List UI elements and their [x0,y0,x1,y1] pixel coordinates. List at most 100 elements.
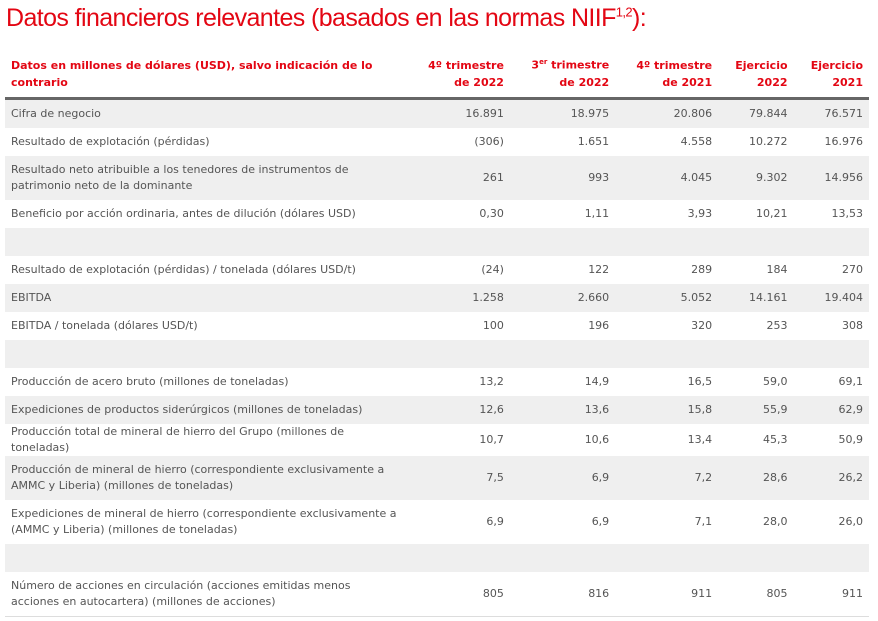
row-value: 18.975 [509,98,616,128]
row-value: 16.976 [824,135,864,148]
row-value: 184 [766,263,788,276]
table-row: Producción de mineral de hierro (corresp… [5,456,869,500]
row-value: 14.161 [718,284,794,312]
row-value [718,544,794,572]
row-value: 261 [407,156,510,200]
row-value: 10,7 [479,433,504,446]
row-value: 5.052 [615,284,719,312]
table-header: Datos en millones de dólares (USD), salv… [5,52,869,100]
spacer-row [5,340,869,368]
col-fy-2021: Ejercicio 2021 [793,52,869,100]
row-value [509,228,616,256]
row-value: 20.806 [615,98,719,128]
row-value: 50,9 [838,433,864,446]
row-value [407,544,510,572]
row-value [793,544,869,572]
row-value: 10.272 [749,135,788,148]
row-value [509,340,616,368]
row-label: Producción total de mineral de hierro de… [11,425,345,454]
row-value [793,340,869,368]
table-row: Expediciones de productos siderúrgicos (… [5,396,869,424]
table-row: Expediciones de mineral de hierro (corre… [5,500,869,544]
col-q4-2022: 4º trimestre de 2022 [407,52,510,100]
row-value: 69,1 [838,375,864,388]
row-value: 4.558 [680,135,713,148]
title-footnote: 1,2 [615,4,633,20]
row-value: 100 [482,319,504,332]
row-value: 12,6 [407,396,510,424]
col-fy-2022: Ejercicio 2022 [718,52,794,100]
row-value: 76.571 [793,98,869,128]
row-value: 10,6 [584,433,610,446]
row-label: Resultado de explotación (pérdidas) [11,135,210,148]
table-row: Beneficio por acción ordinaria, antes de… [5,200,869,228]
row-value: 1.258 [407,284,510,312]
title-text: Datos financieros relevantes (basados en… [6,4,616,32]
table-row: Producción total de mineral de hierro de… [5,424,869,456]
row-value: 13,2 [479,375,504,388]
spacer-row [5,544,869,572]
row-value: 45,3 [763,433,788,446]
row-value: 805 [718,572,794,617]
row-value: 805 [407,572,510,617]
row-value: 55,9 [718,396,794,424]
row-value: 270 [842,263,863,276]
row-value: 16.891 [407,98,510,128]
row-value: 16,5 [687,375,713,388]
row-value: (24) [481,263,504,276]
row-value [718,340,794,368]
row-value [407,340,510,368]
row-value: 28,6 [718,456,794,500]
col-q4-2021: 4º trimestre de 2021 [615,52,719,100]
row-label: Expediciones de productos siderúrgicos (… [5,396,407,424]
row-label: Resultado neto atribuible a los tenedore… [5,156,407,200]
row-label: Expediciones de mineral de hierro (corre… [11,507,397,536]
row-value: 28,0 [763,515,788,528]
row-value [509,544,616,572]
row-value: 26,0 [838,515,864,528]
row-value [718,228,794,256]
table-row: EBITDA 1.258 2.660 5.052 14.161 19.404 [5,284,869,312]
title-end: ): [632,4,647,32]
row-value: 10,21 [756,207,788,220]
units-label: Datos en millones de dólares (USD), salv… [5,52,407,100]
row-value [615,340,719,368]
table-row: Resultado de explotación (pérdidas) / to… [5,256,869,284]
row-label: Resultado de explotación (pérdidas) / to… [11,263,356,276]
table-row: Producción de acero bruto (millones de t… [5,368,869,396]
table-row: Número de acciones en circulación (accio… [5,572,869,617]
row-value: 6,9 [591,515,610,528]
row-value [615,544,719,572]
row-label: Número de acciones en circulación (accio… [5,572,407,617]
row-value: 0,30 [479,207,504,220]
row-value: 6,9 [509,456,616,500]
row-value: 7,5 [407,456,510,500]
row-label [5,228,407,256]
row-value: 59,0 [763,375,788,388]
table-row: Resultado de explotación (pérdidas) (306)… [5,128,869,156]
row-value: 2.660 [509,284,616,312]
row-value: 7,1 [694,515,713,528]
row-value: 308 [842,319,863,332]
row-value: 14,9 [584,375,610,388]
row-label [5,340,407,368]
row-value: 13,6 [509,396,616,424]
row-value: 911 [793,572,869,617]
row-value: 26,2 [793,456,869,500]
row-value [407,228,510,256]
row-value: 9.302 [718,156,794,200]
table-row: EBITDA / tonelada (dólares USD/t) 100 196 3… [5,312,869,340]
row-value: 13,53 [831,207,864,220]
row-value: 122 [588,263,610,276]
row-value: 816 [509,572,616,617]
row-label: Cifra de negocio [5,98,407,128]
row-value: 7,2 [615,456,719,500]
row-label: Beneficio por acción ordinaria, antes de… [11,207,356,220]
row-label: EBITDA [5,284,407,312]
row-value: 62,9 [793,396,869,424]
row-value: 6,9 [486,515,504,528]
table-row: Resultado neto atribuible a los tenedore… [5,156,869,200]
row-value: 79.844 [718,98,794,128]
row-value: 3,93 [687,207,713,220]
col-q3-2022: 3er trimestre de 2022 [509,52,616,100]
